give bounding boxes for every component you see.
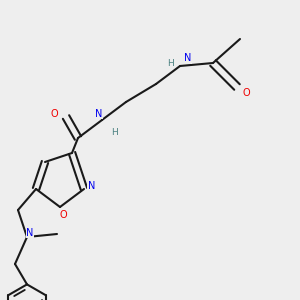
Text: N: N: [26, 227, 34, 238]
Text: O: O: [59, 209, 67, 220]
Text: N: N: [95, 109, 103, 119]
Text: N: N: [88, 181, 95, 191]
Text: H: H: [111, 128, 117, 136]
Text: O: O: [242, 88, 250, 98]
Text: H: H: [167, 58, 174, 68]
Text: N: N: [184, 53, 191, 64]
Text: O: O: [50, 109, 58, 119]
